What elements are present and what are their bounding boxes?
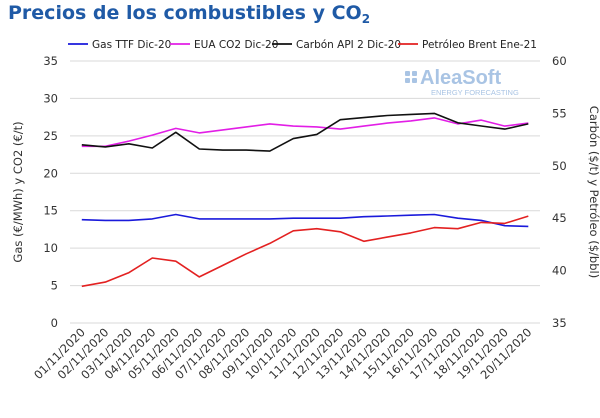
y-right-tick-label: 60 <box>552 54 567 68</box>
y-right-tick-label: 40 <box>552 264 567 278</box>
series-line <box>81 117 529 148</box>
y-right-tick-label: 45 <box>552 211 567 225</box>
legend-label: Gas TTF Dic-20 <box>92 39 171 51</box>
y-left-tick-label: 35 <box>43 54 58 68</box>
legend-label: EUA CO2 Dic-20 <box>194 39 278 51</box>
y-left-tick-label: 5 <box>51 279 58 293</box>
y-right-tick-label: 55 <box>552 106 567 120</box>
watermark-logo-icon <box>405 71 417 83</box>
y-axis-left-label: Gas (€/MWh) y CO2 (€/t) <box>11 121 25 262</box>
y-right-tick-label: 50 <box>552 159 567 173</box>
series-line <box>81 213 529 228</box>
y-left-tick-label: 15 <box>43 204 58 218</box>
watermark: AleaSoft ENERGY FORECASTING <box>405 67 519 97</box>
gridlines <box>70 60 540 324</box>
series-lines <box>81 112 529 288</box>
y-axis-right-label: Carbón ($/t) y Petróleo ($/bbl) <box>587 106 600 278</box>
chart-title-text: Precios de los combustibles y CO <box>8 2 362 24</box>
legend: Gas TTF Dic-20 EUA CO2 Dic-20 Carbón API 2… <box>68 39 537 51</box>
y-left-tick-label: 20 <box>43 166 58 180</box>
legend-label: Petróleo Brent Ene-21 <box>422 39 537 51</box>
y-left-tick-label: 30 <box>43 91 58 105</box>
y-left-tick-label: 0 <box>51 316 58 330</box>
watermark-tagline: ENERGY FORECASTING <box>431 88 519 97</box>
legend-label: Carbón API 2 Dic-20 <box>296 39 401 51</box>
y-left-tick-label: 10 <box>43 241 58 255</box>
y-left-tick-label: 25 <box>43 129 58 143</box>
chart-title-subscript: 2 <box>361 12 371 26</box>
watermark-name: AleaSoft <box>420 67 501 89</box>
series-line <box>81 215 529 288</box>
series-line <box>81 112 529 152</box>
chart-title: Precios de los combustibles y CO2 <box>8 2 370 26</box>
y-right-tick-label: 35 <box>552 316 567 330</box>
